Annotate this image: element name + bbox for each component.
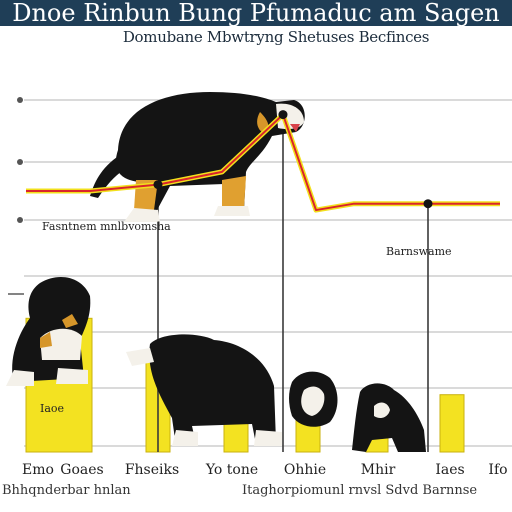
y-tick-marker — [17, 217, 23, 223]
x-tick-labels: Emo Goaes Fhseiks Yo tone Ohhie Mhir Iaes Ifo — [22, 462, 508, 478]
x-tick-label: Ifo — [488, 462, 507, 478]
dog-adult-standing-illustration — [90, 92, 305, 222]
line-point — [278, 110, 288, 120]
x-tick-label: Goaes — [60, 462, 103, 478]
line-annotation: Barnswame — [386, 245, 452, 258]
dog-puppy-sitting-illustration — [6, 276, 91, 386]
chart-subtitle: Domubane Mbwtryng Shetuses Becfinces — [122, 28, 430, 46]
line-point — [423, 199, 433, 209]
y-tick-marker — [17, 97, 23, 103]
bar — [439, 394, 465, 453]
line-points — [153, 110, 433, 209]
x-tick-label: Ohhie — [284, 462, 326, 478]
x-tick-label: Iaes — [435, 462, 464, 478]
y-tick-marker — [17, 159, 23, 165]
dog-puppy-peeking-illustration — [289, 371, 338, 427]
bar-value-label: Iaoe — [40, 402, 64, 415]
x-tick-label: Yo tone — [205, 462, 258, 478]
x-tick-label: Fhseiks — [125, 462, 179, 478]
x-tick-label: Emo — [22, 462, 54, 478]
x-axis-label-left: Bhhqnderbar hnlan — [2, 483, 131, 498]
dog-puppy-small-illustration — [352, 383, 426, 452]
line-point — [153, 180, 163, 190]
chart-title: Dnoe Rinbun Bung Pfumaduc am Sagen — [0, 0, 512, 26]
x-axis-label-right: Itaghorpiomunl rnvsl Sdvd Barnnse — [242, 483, 477, 498]
line-series-label: Fasntnem mnlbvomsha — [42, 220, 171, 233]
dog-puppy-lying-illustration — [126, 334, 282, 446]
drop-lines — [157, 114, 429, 452]
x-tick-label: Mhir — [361, 462, 396, 478]
